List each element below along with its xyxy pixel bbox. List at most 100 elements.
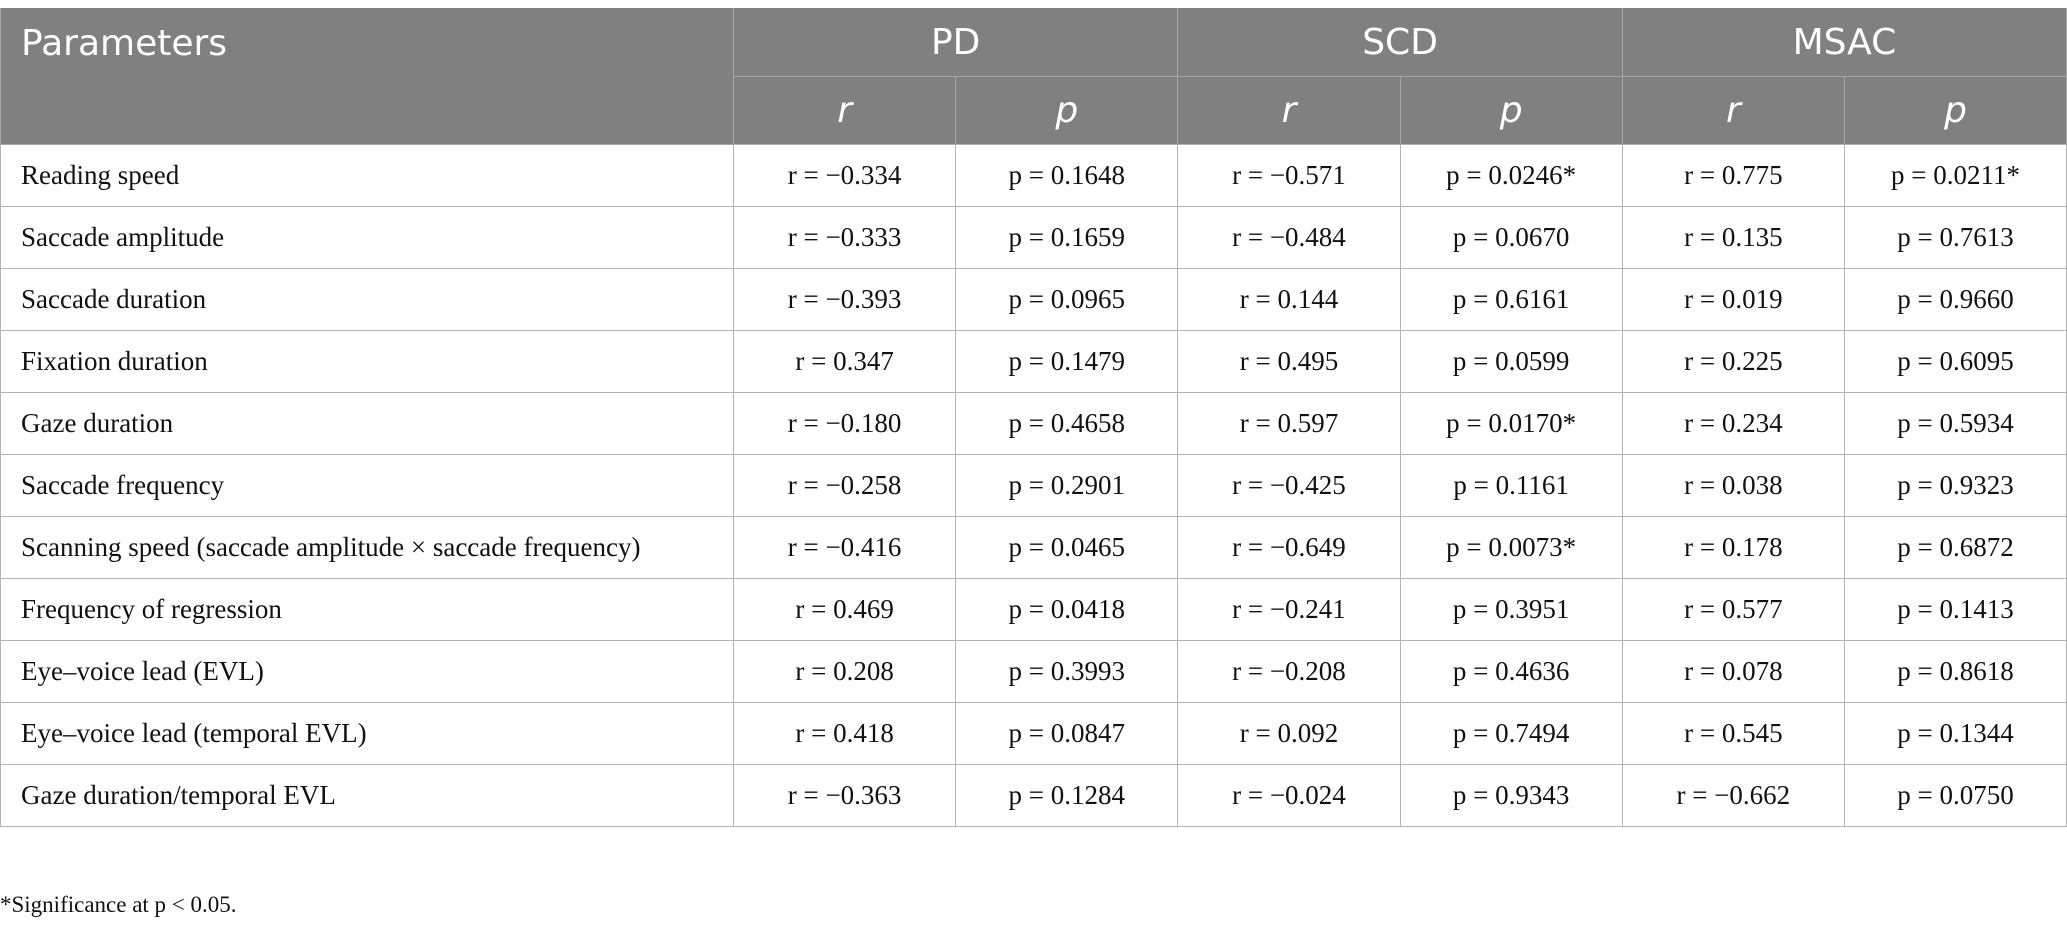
cell-scd-p: p = 0.0170*: [1399, 392, 1623, 455]
cell-scd-r: r = 0.092: [1177, 702, 1401, 765]
cell-pd-r: r = −0.180: [732, 392, 957, 455]
cell-msac-p: p = 0.0750: [1843, 764, 2067, 827]
cell-msac-p: p = 0.5934: [1843, 392, 2067, 455]
cell-msac-r: r = 0.234: [1621, 392, 1845, 455]
cell-msac-r: r = 0.178: [1621, 516, 1845, 579]
cell-pd-p: p = 0.0418: [955, 578, 1179, 641]
table-row: Eye–voice lead (temporal EVL) r = 0.418 p …: [0, 702, 2067, 765]
cell-msac-r: r = 0.038: [1621, 454, 1845, 517]
cell-scd-r: r = −0.425: [1177, 454, 1401, 517]
cell-scd-r: r = −0.571: [1177, 144, 1401, 207]
cell-scd-r: r = 0.597: [1177, 392, 1401, 455]
correlation-table: Parameters PD SCD MSAC r p r p r p Readi…: [0, 8, 2067, 827]
cell-pd-r: r = −0.334: [732, 144, 957, 207]
cell-pd-p: p = 0.4658: [955, 392, 1179, 455]
table-row: Frequency of regression r = 0.469 p = 0.04…: [0, 578, 2067, 641]
cell-msac-p: p = 0.6095: [1843, 330, 2067, 393]
row-label: Fixation duration: [0, 330, 734, 393]
cell-msac-r: r = 0.135: [1621, 206, 1845, 269]
header-row-groups: Parameters PD SCD MSAC: [0, 8, 2067, 145]
table-row: Saccade frequency r = −0.258 p = 0.2901 r =…: [0, 454, 2067, 517]
subheader-pd-r: r: [732, 76, 957, 145]
group-header-msac: MSAC: [1621, 8, 2067, 77]
cell-pd-r: r = −0.393: [732, 268, 957, 331]
cell-pd-p: p = 0.0965: [955, 268, 1179, 331]
cell-msac-p: p = 0.8618: [1843, 640, 2067, 703]
row-label: Reading speed: [0, 144, 734, 207]
group-header-pd: PD: [732, 8, 1179, 77]
cell-pd-r: r = −0.333: [732, 206, 957, 269]
cell-pd-r: r = −0.258: [732, 454, 957, 517]
cell-pd-p: p = 0.1284: [955, 764, 1179, 827]
row-label: Gaze duration/temporal EVL: [0, 764, 734, 827]
cell-pd-p: p = 0.3993: [955, 640, 1179, 703]
cell-scd-p: p = 0.1161: [1399, 454, 1623, 517]
header-row-stats: r p r p r p: [1, 76, 2067, 145]
cell-msac-p: p = 0.1413: [1843, 578, 2067, 641]
cell-pd-r: r = −0.416: [732, 516, 957, 579]
cell-pd-p: p = 0.1479: [955, 330, 1179, 393]
cell-scd-p: p = 0.0599: [1399, 330, 1623, 393]
cell-scd-r: r = −0.649: [1177, 516, 1401, 579]
cell-scd-r: r = −0.208: [1177, 640, 1401, 703]
cell-scd-p: p = 0.7494: [1399, 702, 1623, 765]
table-body: Reading speed r = −0.334 p = 0.1648 r = −0.…: [0, 144, 2067, 827]
table-row: Saccade duration r = −0.393 p = 0.0965 r = …: [0, 268, 2067, 331]
cell-pd-r: r = −0.363: [732, 764, 957, 827]
cell-msac-p: p = 0.9660: [1843, 268, 2067, 331]
cell-pd-p: p = 0.1648: [955, 144, 1179, 207]
cell-scd-r: r = 0.144: [1177, 268, 1401, 331]
cell-msac-p: p = 0.0211*: [1843, 144, 2067, 207]
cell-msac-p: p = 0.9323: [1843, 454, 2067, 517]
cell-scd-p: p = 0.6161: [1399, 268, 1623, 331]
cell-msac-p: p = 0.6872: [1843, 516, 2067, 579]
row-label: Eye–voice lead (temporal EVL): [0, 702, 734, 765]
cell-pd-p: p = 0.0847: [955, 702, 1179, 765]
cell-msac-r: r = 0.019: [1621, 268, 1845, 331]
row-label: Eye–voice lead (EVL): [0, 640, 734, 703]
cell-pd-r: r = 0.469: [732, 578, 957, 641]
cell-msac-r: r = 0.577: [1621, 578, 1845, 641]
table-row: Fixation duration r = 0.347 p = 0.1479 r = …: [0, 330, 2067, 393]
parameters-header: Parameters: [0, 8, 734, 145]
table-row: Gaze duration r = −0.180 p = 0.4658 r = 0.5…: [0, 392, 2067, 455]
table-row: Gaze duration/temporal EVL r = −0.363 p = …: [0, 764, 2067, 827]
row-label: Saccade amplitude: [0, 206, 734, 269]
cell-scd-p: p = 0.0670: [1399, 206, 1623, 269]
table-row: Reading speed r = −0.334 p = 0.1648 r = −0.…: [0, 144, 2067, 207]
group-header-scd: SCD: [1177, 8, 1623, 77]
subheader-msac-r: r: [1621, 76, 1845, 145]
cell-msac-p: p = 0.7613: [1843, 206, 2067, 269]
cell-scd-p: p = 0.0246*: [1399, 144, 1623, 207]
row-label: Frequency of regression: [0, 578, 734, 641]
subheader-pd-p: p: [955, 76, 1179, 145]
cell-scd-r: r = −0.241: [1177, 578, 1401, 641]
cell-scd-p: p = 0.9343: [1399, 764, 1623, 827]
cell-pd-r: r = 0.208: [732, 640, 957, 703]
row-label: Scanning speed (saccade amplitude × sacc…: [0, 516, 734, 579]
row-label: Saccade frequency: [0, 454, 734, 517]
cell-pd-r: r = 0.347: [732, 330, 957, 393]
subheader-scd-p: p: [1399, 76, 1623, 145]
row-label: Saccade duration: [0, 268, 734, 331]
cell-msac-r: r = −0.662: [1621, 764, 1845, 827]
cell-msac-r: r = 0.225: [1621, 330, 1845, 393]
cell-pd-r: r = 0.418: [732, 702, 957, 765]
table-header: Parameters PD SCD MSAC r p r p r p: [0, 8, 2067, 145]
cell-msac-p: p = 0.1344: [1843, 702, 2067, 765]
cell-msac-r: r = 0.545: [1621, 702, 1845, 765]
cell-pd-p: p = 0.1659: [955, 206, 1179, 269]
cell-pd-p: p = 0.2901: [955, 454, 1179, 517]
cell-scd-p: p = 0.3951: [1399, 578, 1623, 641]
row-label: Gaze duration: [0, 392, 734, 455]
cell-scd-r: r = 0.495: [1177, 330, 1401, 393]
subheader-scd-r: r: [1177, 76, 1401, 145]
cell-scd-r: r = −0.484: [1177, 206, 1401, 269]
footnote: *Significance at p < 0.05.: [0, 892, 237, 917]
table-row: Eye–voice lead (EVL) r = 0.208 p = 0.3993 r…: [0, 640, 2067, 703]
table-row: Saccade amplitude r = −0.333 p = 0.1659 r =…: [0, 206, 2067, 269]
cell-scd-p: p = 0.4636: [1399, 640, 1623, 703]
cell-scd-p: p = 0.0073*: [1399, 516, 1623, 579]
table-row: Scanning speed (saccade amplitude × sacc…: [0, 516, 2067, 579]
cell-msac-r: r = 0.775: [1621, 144, 1845, 207]
